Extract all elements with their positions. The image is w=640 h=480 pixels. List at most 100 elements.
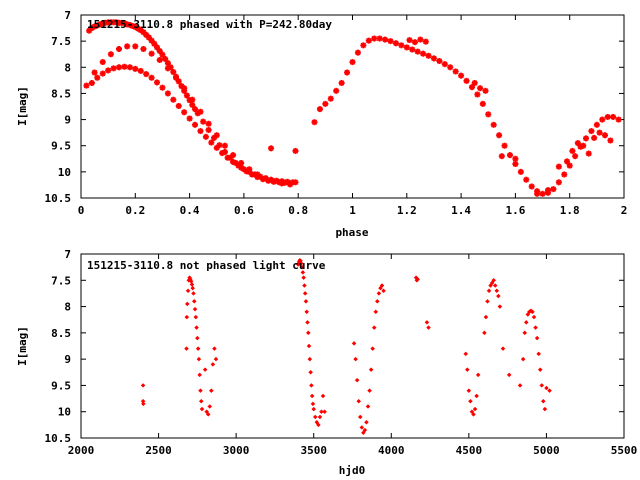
- y-tick-label: 9.5: [51, 379, 71, 392]
- data-point: [181, 109, 188, 116]
- data-point: [550, 186, 557, 193]
- data-point: [425, 52, 432, 59]
- y-tick-label: 10: [58, 406, 71, 419]
- data-point: [496, 132, 503, 139]
- data-point: [159, 51, 166, 58]
- data-point: [468, 398, 473, 404]
- data-point: [302, 283, 307, 288]
- x-tick-label: 1.8: [560, 204, 580, 217]
- data-point: [596, 129, 603, 136]
- data-point: [520, 356, 526, 362]
- data-point: [414, 48, 421, 55]
- data-point: [463, 77, 470, 84]
- data-point: [512, 155, 519, 162]
- data-point: [569, 147, 576, 154]
- data-point: [210, 362, 216, 367]
- data-point: [312, 414, 318, 420]
- data-point: [302, 291, 308, 296]
- data-point: [194, 325, 199, 330]
- data-point: [475, 372, 481, 378]
- data-point: [132, 43, 139, 50]
- data-point: [124, 43, 131, 50]
- x-tick-label: 3000: [223, 444, 250, 457]
- data-point: [531, 314, 537, 320]
- data-point: [184, 301, 190, 307]
- data-point: [189, 96, 196, 103]
- data-point: [604, 113, 611, 120]
- data-point: [306, 343, 312, 349]
- data-point: [200, 118, 207, 125]
- data-point: [304, 309, 310, 315]
- data-point: [195, 335, 200, 341]
- data-point: [202, 133, 209, 140]
- data-point: [468, 84, 475, 91]
- data-point: [349, 59, 356, 66]
- data-point: [190, 285, 196, 291]
- data-point: [364, 419, 369, 425]
- data-point: [354, 49, 361, 56]
- data-point: [205, 411, 211, 417]
- data-point: [305, 319, 310, 325]
- data-point: [472, 406, 478, 412]
- data-point: [452, 68, 459, 75]
- data-point: [371, 325, 377, 330]
- x-tick-label: 1.4: [451, 204, 471, 217]
- data-point: [610, 113, 617, 120]
- y-tick-label: 8.5: [51, 87, 71, 100]
- data-point: [319, 409, 324, 415]
- data-point: [184, 314, 190, 320]
- data-point: [126, 64, 133, 71]
- y-tick-label: 10.5: [45, 192, 72, 205]
- data-point: [91, 69, 98, 76]
- data-point: [486, 288, 492, 294]
- data-point: [105, 67, 112, 74]
- data-point: [208, 388, 214, 394]
- data-point: [305, 330, 311, 336]
- data-point: [500, 346, 506, 351]
- x-tick-label: 2000: [68, 444, 95, 457]
- data-point: [303, 298, 309, 304]
- data-point: [485, 298, 490, 304]
- data-point: [498, 153, 505, 160]
- data-point: [164, 60, 171, 67]
- phased-panel: 0 0.2 0.4 0.6 0.8 1 1.2 1.4 1.6 1.8 2 7 7.5 8 8.5 9 9.5 1…: [16, 9, 627, 239]
- data-point: [539, 190, 546, 197]
- x-tick-label: 5500: [611, 444, 638, 457]
- unphased-panel: 2000 2500 3000 3500 4000 4500 5000 5500 7 7.5 8 8.5…: [16, 248, 637, 477]
- data-point: [178, 83, 185, 90]
- data-point: [376, 35, 383, 42]
- data-point: [474, 91, 481, 98]
- data-point: [458, 72, 465, 79]
- data-point: [156, 56, 163, 63]
- y-tick-label: 9: [64, 114, 71, 127]
- data-point: [588, 128, 595, 135]
- data-point: [580, 142, 587, 149]
- data-point: [406, 37, 413, 44]
- data-point: [490, 121, 497, 128]
- data-point: [482, 330, 487, 336]
- data-point: [523, 319, 529, 325]
- data-point: [270, 178, 277, 185]
- data-point: [374, 298, 380, 304]
- data-point: [301, 275, 306, 281]
- data-point: [99, 59, 106, 66]
- data-point: [479, 100, 486, 107]
- data-point: [517, 383, 523, 388]
- data-point: [309, 383, 314, 388]
- data-point: [382, 36, 389, 43]
- x-tick-label: 3500: [300, 444, 327, 457]
- data-point: [212, 346, 217, 351]
- data-point: [116, 64, 123, 71]
- data-point: [205, 127, 212, 134]
- data-point: [492, 283, 498, 288]
- phased-ticks: 0 0.2 0.4 0.6 0.8 1 1.2 1.4 1.6 1.8 2 7 7.5 8 8.5 9 9.5 1…: [45, 9, 628, 217]
- x-tick-label: 2500: [145, 444, 172, 457]
- data-point: [447, 64, 454, 71]
- data-point: [137, 67, 144, 74]
- data-point: [463, 351, 469, 357]
- data-point: [140, 45, 147, 52]
- x-tick-label: 0.4: [180, 204, 200, 217]
- data-point: [191, 298, 197, 304]
- data-point: [143, 71, 150, 78]
- data-point: [173, 74, 180, 81]
